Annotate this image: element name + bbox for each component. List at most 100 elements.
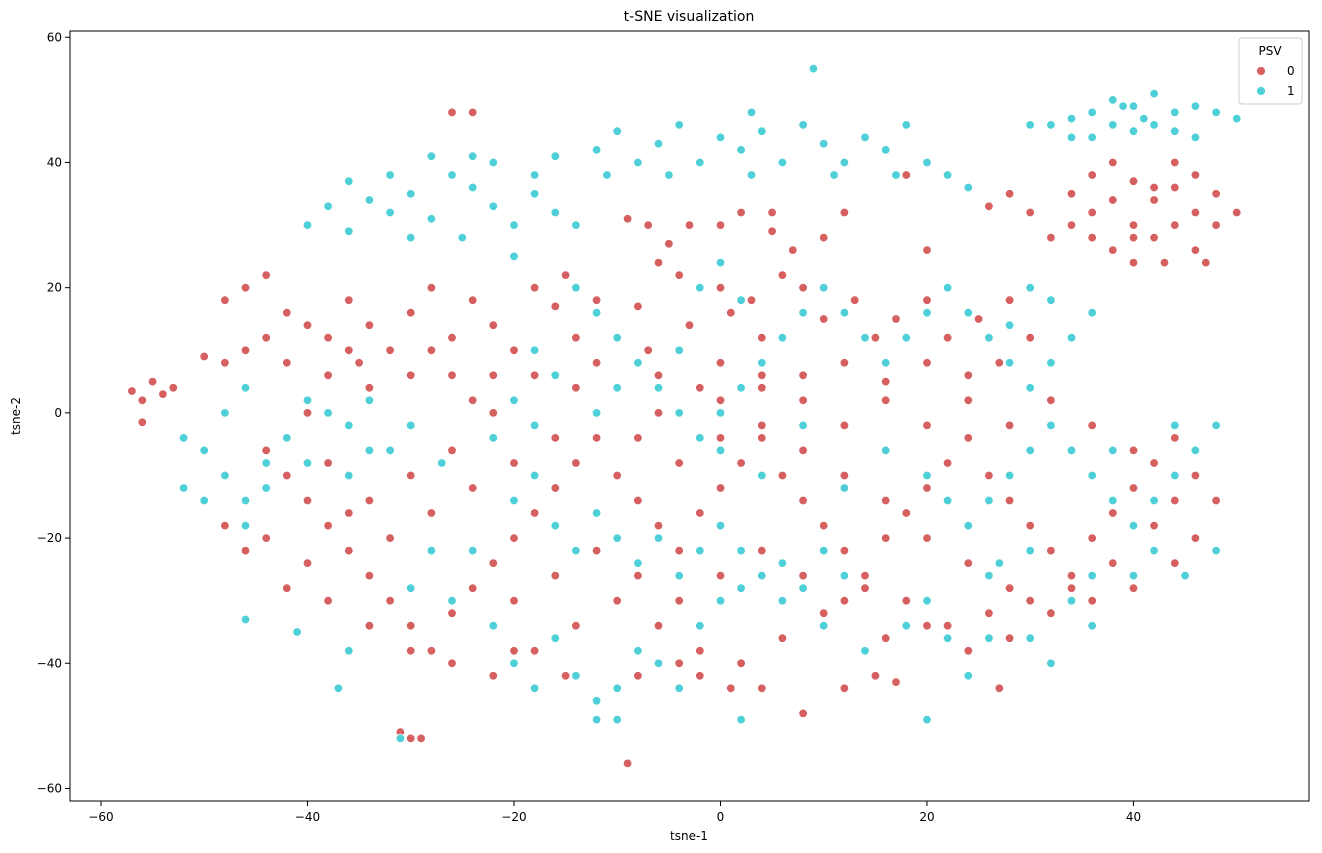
- scatter-point-psv-1: [261, 483, 271, 493]
- scatter-point-psv-0: [622, 214, 633, 224]
- scatter-point-psv-0: [1046, 395, 1056, 406]
- scatter-point-psv-1: [437, 458, 447, 468]
- scatter-point-psv-0: [612, 470, 622, 481]
- scatter-point-psv-1: [199, 495, 209, 506]
- scatter-point-psv-0: [653, 370, 664, 381]
- scatter-point-psv-1: [653, 533, 664, 543]
- scatter-point-psv-1: [839, 570, 850, 581]
- scatter-point-psv-0: [385, 533, 395, 543]
- x-axis-ticks: −60 −40 −20 0 20 40: [88, 801, 1141, 824]
- scatter-point-psv-1: [385, 170, 395, 180]
- scatter-point-psv-0: [199, 351, 209, 362]
- scatter-point-psv-0: [715, 483, 726, 493]
- scatter-point-psv-1: [447, 596, 457, 606]
- scatter-point-psv-0: [137, 395, 148, 406]
- scatter-point-psv-0: [922, 621, 932, 631]
- scatter-point-psv-1: [963, 671, 974, 681]
- scatter-point-psv-0: [653, 621, 664, 631]
- scatter-point-psv-1: [571, 671, 581, 681]
- scatter-point-psv-0: [1170, 182, 1180, 193]
- scatter-point-psv-0: [302, 558, 313, 568]
- scatter-point-psv-1: [612, 333, 622, 343]
- scatter-point-psv-0: [870, 333, 881, 343]
- scatter-point-psv-0: [344, 295, 354, 305]
- scatter-point-psv-1: [881, 145, 891, 155]
- scatter-point-psv-1: [984, 333, 994, 343]
- scatter-point-psv-0: [757, 333, 767, 343]
- scatter-point-psv-0: [447, 333, 457, 343]
- scatter-point-psv-1: [1066, 596, 1077, 606]
- scatter-point-psv-0: [715, 570, 726, 581]
- scatter-point-psv-0: [942, 458, 953, 468]
- scatter-point-psv-1: [1025, 545, 1035, 556]
- scatter-point-psv-0: [550, 570, 561, 581]
- scatter-point-psv-1: [302, 220, 313, 230]
- scatter-point-psv-1: [736, 145, 746, 155]
- scatter-point-psv-0: [695, 671, 705, 681]
- scatter-point-psv-0: [881, 633, 891, 643]
- scatter-point-psv-0: [1108, 157, 1118, 168]
- scatter-point-psv-0: [344, 345, 354, 356]
- scatter-point-psv-1: [757, 126, 767, 136]
- scatter-point-psv-1: [860, 333, 870, 343]
- scatter-point-psv-0: [261, 270, 271, 280]
- scatter-point-psv-1: [468, 182, 478, 193]
- scatter-point-psv-0: [1066, 570, 1077, 581]
- scatter-point-psv-1: [1211, 107, 1221, 118]
- scatter-point-psv-0: [726, 308, 736, 318]
- scatter-point-psv-0: [715, 220, 726, 230]
- scatter-point-psv-1: [922, 470, 932, 481]
- scatter-point-psv-0: [674, 596, 684, 606]
- scatter-point-psv-0: [1190, 245, 1201, 255]
- legend-entries: 01: [1256, 64, 1295, 98]
- scatter-point-psv-0: [220, 520, 230, 531]
- scatter-point-psv-1: [901, 621, 912, 631]
- scatter-point-psv-0: [468, 483, 478, 493]
- scatter-point-psv-0: [591, 358, 602, 368]
- scatter-point-psv-0: [1201, 257, 1211, 268]
- scatter-point-psv-1: [571, 283, 581, 293]
- scatter-point-psv-0: [901, 508, 912, 518]
- scatter-point-psv-1: [1108, 495, 1118, 506]
- scatter-point-psv-1: [922, 308, 932, 318]
- scatter-point-psv-0: [922, 533, 932, 543]
- scatter-point-psv-1: [1190, 445, 1201, 456]
- scatter-point-psv-0: [612, 596, 622, 606]
- scatter-point-psv-1: [1118, 101, 1128, 111]
- scatter-point-psv-1: [591, 714, 602, 725]
- scatter-point-psv-0: [571, 383, 581, 393]
- scatter-point-psv-0: [994, 683, 1005, 694]
- scatter-point-psv-0: [767, 226, 777, 237]
- scatter-point-psv-0: [798, 283, 808, 293]
- scatter-point-psv-0: [633, 301, 643, 312]
- scatter-point-psv-0: [344, 508, 354, 518]
- scatter-point-psv-1: [509, 658, 519, 669]
- scatter-point-psv-1: [1066, 333, 1077, 343]
- scatter-point-psv-1: [447, 170, 457, 180]
- scatter-point-psv-0: [1159, 257, 1170, 268]
- scatter-point-psv-1: [1108, 120, 1118, 130]
- scatter-point-psv-1: [406, 420, 416, 431]
- scatter-point-psv-0: [881, 395, 891, 406]
- scatter-point-psv-0: [901, 596, 912, 606]
- scatter-point-psv-1: [199, 445, 209, 456]
- scatter-point-psv-0: [839, 420, 850, 431]
- y-tick-label: 60: [47, 30, 62, 44]
- scatter-point-psv-0: [344, 545, 354, 556]
- scatter-point-psv-1: [364, 395, 375, 406]
- y-tick-label: 0: [54, 406, 62, 420]
- scatter-point-psv-0: [664, 239, 674, 249]
- scatter-point-psv-0: [881, 533, 891, 543]
- scatter-point-psv-0: [1128, 583, 1139, 593]
- scatter-point-psv-1: [1170, 107, 1180, 118]
- scatter-point-psv-1: [798, 308, 808, 318]
- scatter-point-psv-0: [715, 283, 726, 293]
- scatter-point-psv-1: [736, 383, 746, 393]
- scatter-point-psv-1: [777, 333, 788, 343]
- scatter-point-psv-1: [808, 63, 819, 74]
- scatter-point-psv-0: [302, 408, 313, 418]
- scatter-point-psv-0: [901, 170, 912, 180]
- scatter-point-psv-0: [364, 383, 375, 393]
- scatter-point-psv-1: [839, 483, 850, 493]
